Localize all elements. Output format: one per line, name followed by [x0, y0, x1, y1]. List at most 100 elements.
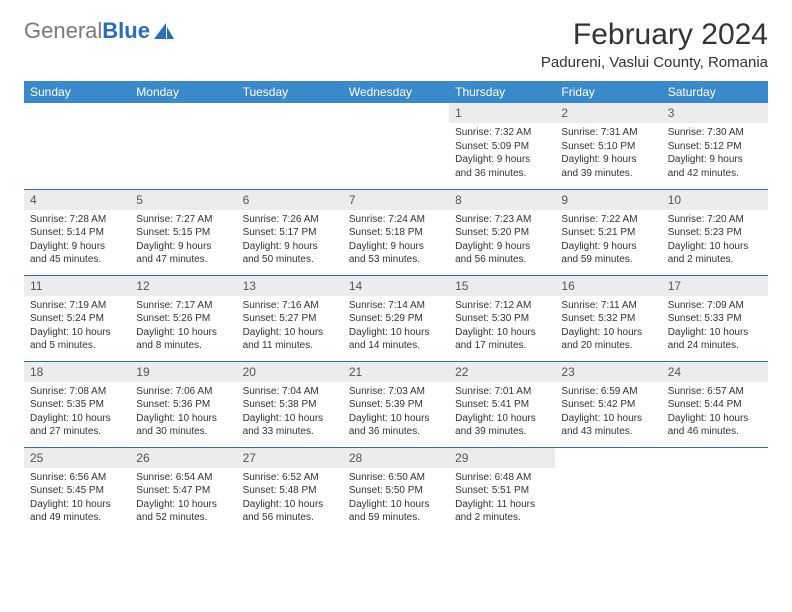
calendar-cell: 25Sunrise: 6:56 AMSunset: 5:45 PMDayligh…	[24, 447, 130, 533]
day-data-line: and 11 minutes.	[243, 339, 337, 353]
day-data-line: and 14 minutes.	[349, 339, 443, 353]
day-data: Sunrise: 7:06 AMSunset: 5:36 PMDaylight:…	[130, 382, 236, 442]
day-data-line: and 45 minutes.	[30, 253, 124, 267]
day-data-line: and 47 minutes.	[136, 253, 230, 267]
day-data-line: Daylight: 10 hours	[455, 412, 549, 426]
day-number: 26	[130, 448, 236, 468]
day-data: Sunrise: 6:57 AMSunset: 5:44 PMDaylight:…	[662, 382, 768, 442]
day-data-line: Daylight: 10 hours	[668, 326, 762, 340]
day-data-line: Daylight: 10 hours	[349, 412, 443, 426]
calendar-cell: 22Sunrise: 7:01 AMSunset: 5:41 PMDayligh…	[449, 361, 555, 447]
day-data-line: Sunrise: 7:22 AM	[561, 213, 655, 227]
day-data-line: and 33 minutes.	[243, 425, 337, 439]
day-data-line: Daylight: 9 hours	[561, 240, 655, 254]
logo-sail-icon	[152, 21, 176, 41]
day-data-line: and 36 minutes.	[349, 425, 443, 439]
month-title: February 2024	[541, 18, 768, 52]
day-data-line: Sunrise: 7:19 AM	[30, 299, 124, 313]
day-data-line: Daylight: 10 hours	[30, 326, 124, 340]
weekday-header: Sunday	[24, 81, 130, 103]
day-number: 25	[24, 448, 130, 468]
day-data-line: Sunrise: 7:11 AM	[561, 299, 655, 313]
day-data-line: Daylight: 10 hours	[349, 326, 443, 340]
calendar-cell: 4Sunrise: 7:28 AMSunset: 5:14 PMDaylight…	[24, 189, 130, 275]
day-data-line: and 2 minutes.	[455, 511, 549, 525]
day-data-line: Daylight: 10 hours	[243, 498, 337, 512]
calendar-cell	[237, 103, 343, 189]
day-data-line: Sunrise: 7:17 AM	[136, 299, 230, 313]
calendar-cell: 15Sunrise: 7:12 AMSunset: 5:30 PMDayligh…	[449, 275, 555, 361]
day-data-line: Daylight: 9 hours	[561, 153, 655, 167]
day-data-line: Daylight: 9 hours	[668, 153, 762, 167]
calendar-cell	[662, 447, 768, 533]
day-data-line: Daylight: 10 hours	[349, 498, 443, 512]
day-data: Sunrise: 7:12 AMSunset: 5:30 PMDaylight:…	[449, 296, 555, 356]
day-data-line: Sunrise: 7:31 AM	[561, 126, 655, 140]
calendar-head: SundayMondayTuesdayWednesdayThursdayFrid…	[24, 81, 768, 103]
day-data-line: Sunset: 5:36 PM	[136, 398, 230, 412]
day-data-line: Daylight: 10 hours	[561, 326, 655, 340]
day-number: 24	[662, 362, 768, 382]
day-number: 29	[449, 448, 555, 468]
calendar-cell: 19Sunrise: 7:06 AMSunset: 5:36 PMDayligh…	[130, 361, 236, 447]
day-number: 14	[343, 276, 449, 296]
day-data-line: Sunrise: 7:27 AM	[136, 213, 230, 227]
calendar-cell: 10Sunrise: 7:20 AMSunset: 5:23 PMDayligh…	[662, 189, 768, 275]
day-data: Sunrise: 7:27 AMSunset: 5:15 PMDaylight:…	[130, 210, 236, 270]
day-data-line: Sunset: 5:26 PM	[136, 312, 230, 326]
day-data-line: Daylight: 10 hours	[30, 498, 124, 512]
day-data-line: and 52 minutes.	[136, 511, 230, 525]
day-data-line: and 59 minutes.	[561, 253, 655, 267]
day-data-line: and 56 minutes.	[243, 511, 337, 525]
day-number: 28	[343, 448, 449, 468]
day-data-line: and 49 minutes.	[30, 511, 124, 525]
calendar-cell: 5Sunrise: 7:27 AMSunset: 5:15 PMDaylight…	[130, 189, 236, 275]
day-data: Sunrise: 7:26 AMSunset: 5:17 PMDaylight:…	[237, 210, 343, 270]
day-data-line: and 8 minutes.	[136, 339, 230, 353]
day-data-line: and 27 minutes.	[30, 425, 124, 439]
day-data-line: Daylight: 10 hours	[30, 412, 124, 426]
calendar-week: 18Sunrise: 7:08 AMSunset: 5:35 PMDayligh…	[24, 361, 768, 447]
day-number: 21	[343, 362, 449, 382]
day-number: 3	[662, 103, 768, 123]
day-data: Sunrise: 6:56 AMSunset: 5:45 PMDaylight:…	[24, 468, 130, 528]
day-data-line: Sunset: 5:17 PM	[243, 226, 337, 240]
day-data-line: and 43 minutes.	[561, 425, 655, 439]
day-data-line: Sunset: 5:09 PM	[455, 140, 549, 154]
day-data-line: Daylight: 10 hours	[455, 326, 549, 340]
day-data: Sunrise: 7:19 AMSunset: 5:24 PMDaylight:…	[24, 296, 130, 356]
day-number: 19	[130, 362, 236, 382]
day-data-line: Sunset: 5:33 PM	[668, 312, 762, 326]
day-data-line: Sunrise: 7:20 AM	[668, 213, 762, 227]
day-data-line: Daylight: 10 hours	[243, 326, 337, 340]
day-number: 7	[343, 190, 449, 210]
day-data-line: Sunset: 5:47 PM	[136, 484, 230, 498]
calendar-cell: 17Sunrise: 7:09 AMSunset: 5:33 PMDayligh…	[662, 275, 768, 361]
calendar-cell: 8Sunrise: 7:23 AMSunset: 5:20 PMDaylight…	[449, 189, 555, 275]
weekday-header: Monday	[130, 81, 236, 103]
day-data-line: Daylight: 9 hours	[455, 240, 549, 254]
day-data-line: Daylight: 10 hours	[136, 326, 230, 340]
calendar-cell: 26Sunrise: 6:54 AMSunset: 5:47 PMDayligh…	[130, 447, 236, 533]
day-data-line: Daylight: 10 hours	[668, 240, 762, 254]
day-data-line: Daylight: 10 hours	[243, 412, 337, 426]
calendar-cell: 20Sunrise: 7:04 AMSunset: 5:38 PMDayligh…	[237, 361, 343, 447]
day-data-line: Sunset: 5:38 PM	[243, 398, 337, 412]
day-data-line: Daylight: 10 hours	[561, 412, 655, 426]
day-data-line: Sunrise: 6:54 AM	[136, 471, 230, 485]
day-data: Sunrise: 6:50 AMSunset: 5:50 PMDaylight:…	[343, 468, 449, 528]
day-data-line: Sunrise: 7:30 AM	[668, 126, 762, 140]
header: GeneralBlue February 2024 Padureni, Vasl…	[24, 18, 768, 71]
day-number: 12	[130, 276, 236, 296]
day-data: Sunrise: 7:20 AMSunset: 5:23 PMDaylight:…	[662, 210, 768, 270]
calendar-cell: 24Sunrise: 6:57 AMSunset: 5:44 PMDayligh…	[662, 361, 768, 447]
day-number: 9	[555, 190, 661, 210]
calendar-cell: 27Sunrise: 6:52 AMSunset: 5:48 PMDayligh…	[237, 447, 343, 533]
weekday-header: Wednesday	[343, 81, 449, 103]
day-data: Sunrise: 7:22 AMSunset: 5:21 PMDaylight:…	[555, 210, 661, 270]
day-data-line: Sunrise: 6:52 AM	[243, 471, 337, 485]
day-data-line: Sunset: 5:44 PM	[668, 398, 762, 412]
day-data-line: Sunset: 5:51 PM	[455, 484, 549, 498]
day-data-line: Sunset: 5:48 PM	[243, 484, 337, 498]
weekday-header: Friday	[555, 81, 661, 103]
